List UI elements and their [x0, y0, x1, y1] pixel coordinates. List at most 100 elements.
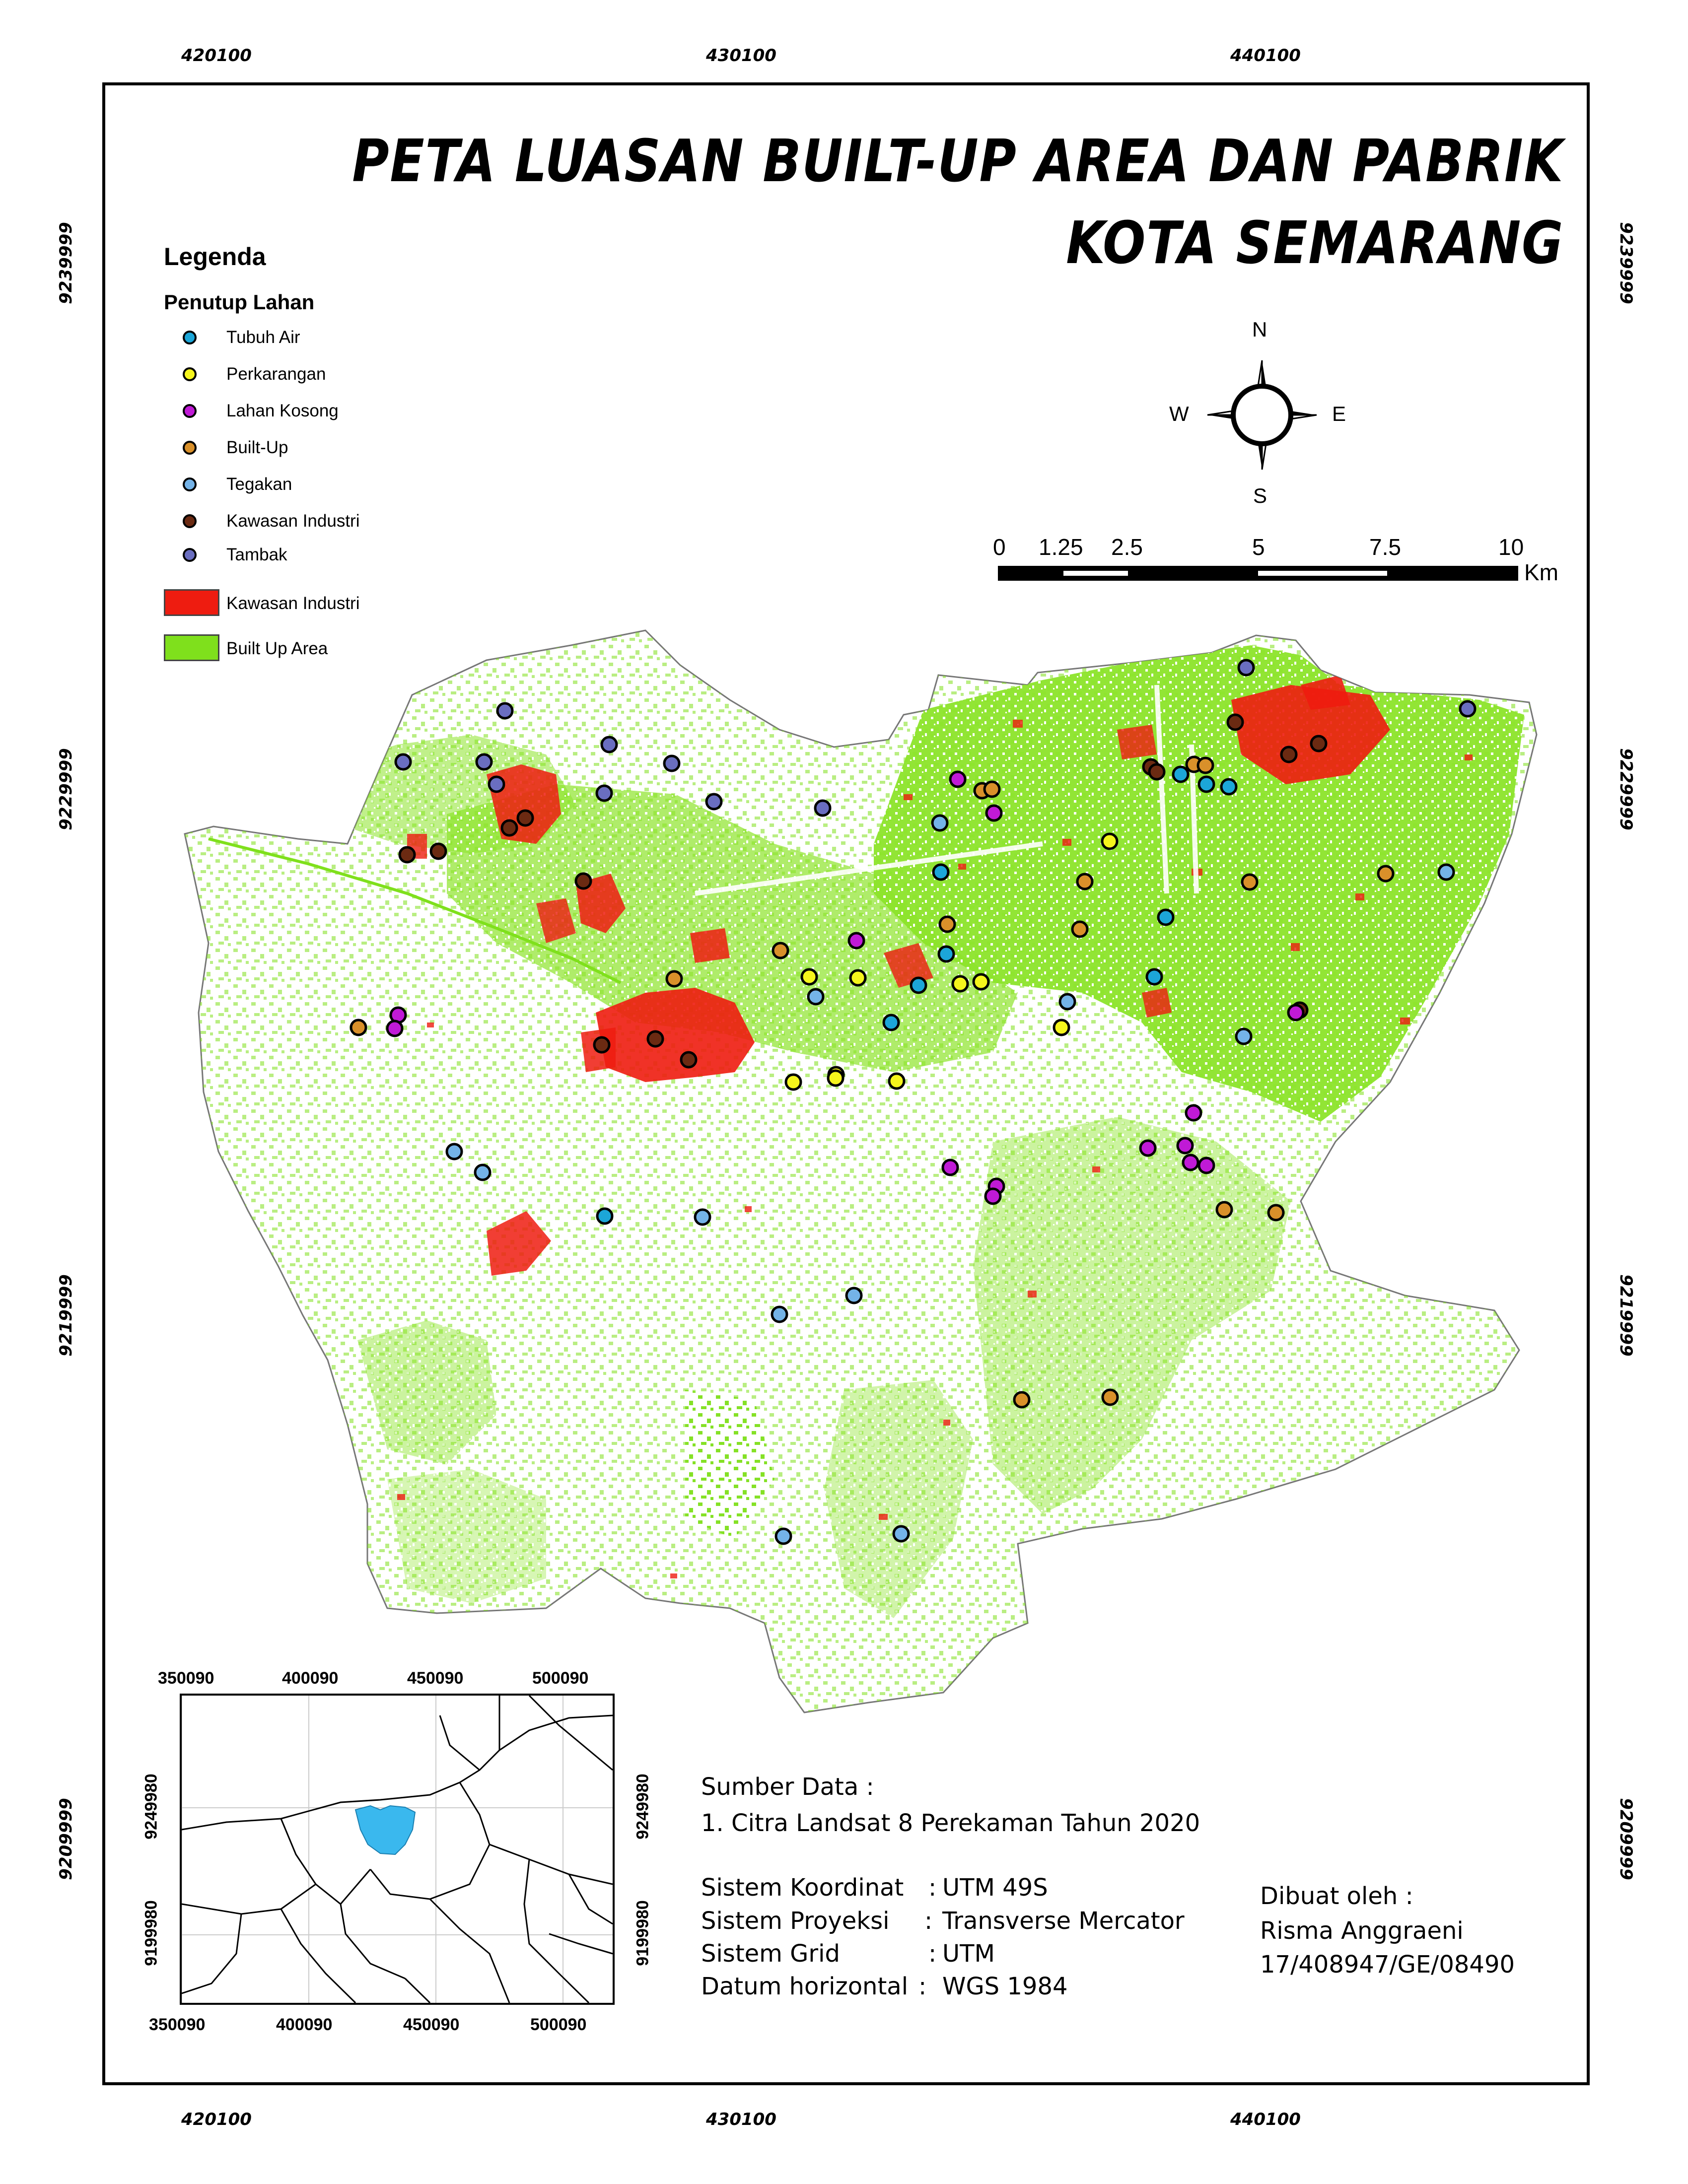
info-key-proyeksi: Sistem Proyeksi — [701, 1907, 890, 1935]
survey-point-marker — [516, 809, 534, 827]
survey-point-marker — [445, 1143, 463, 1160]
legend-marker-lahan-kosong — [183, 404, 197, 418]
legend-label: Tegakan — [226, 475, 292, 494]
survey-point-marker — [1185, 1104, 1202, 1122]
survey-point-marker — [1172, 765, 1190, 783]
author-name: Risma Anggraeni — [1260, 1917, 1464, 1945]
survey-point-marker — [800, 968, 818, 986]
survey-point-marker — [646, 1030, 664, 1048]
grid-label-top-3: 440100 — [1230, 46, 1301, 66]
info-sep: : — [928, 1940, 937, 1968]
legend-marker-perkarangan — [183, 367, 197, 381]
legend-marker-kawasan-industri — [183, 514, 197, 528]
survey-point-marker — [350, 1019, 367, 1036]
survey-point-marker — [847, 932, 865, 950]
info-sep: : — [924, 1907, 933, 1935]
info-key-grid: Sistem Grid — [701, 1940, 840, 1968]
legend-label: Lahan Kosong — [226, 401, 339, 420]
survey-point-marker — [1101, 832, 1119, 850]
survey-point-marker — [937, 945, 955, 963]
info-value-proyeksi: Transverse Mercator — [942, 1907, 1185, 1935]
survey-point-marker — [951, 975, 969, 993]
legend-item-built-up: Built-Up — [183, 433, 288, 463]
compass-south-label: S — [1253, 484, 1267, 507]
survey-point-marker — [807, 988, 825, 1006]
legend-heading: Legenda — [164, 243, 266, 271]
survey-point-marker — [1071, 920, 1089, 938]
legend-item-tubuh-air: Tubuh Air — [183, 323, 300, 352]
survey-point-marker — [694, 1208, 711, 1226]
survey-point-marker — [596, 1207, 614, 1225]
survey-point-marker — [949, 770, 967, 788]
legend-label: Built-Up — [226, 438, 288, 457]
survey-point-marker — [941, 1159, 959, 1176]
legend-item-perkarangan: Perkarangan — [183, 359, 326, 389]
map-title-line-1: PETA LUASAN BUILT-UP AREA DAN PABRIK — [352, 127, 1564, 195]
compass-west-label: W — [1169, 402, 1189, 425]
source-item-1: 1. Citra Landsat 8 Perekaman Tahun 2020 — [701, 1809, 1200, 1837]
legend-marker-tubuh-air — [183, 331, 197, 344]
survey-point-marker — [772, 942, 789, 959]
source-heading: Sumber Data : — [701, 1773, 874, 1801]
survey-point-marker — [1220, 778, 1238, 796]
legend-item-lahan-kosong: Lahan Kosong — [183, 396, 339, 426]
survey-point-marker — [496, 702, 514, 720]
survey-point-marker — [1241, 873, 1259, 891]
survey-point-marker — [1310, 735, 1328, 752]
legend-marker-tambak — [183, 548, 197, 562]
inset-y-left-1: 9249980 — [141, 1774, 161, 1840]
survey-point-marker — [1237, 659, 1255, 677]
survey-point-marker — [574, 872, 592, 890]
survey-point-marker — [892, 1525, 910, 1543]
info-value-datum: WGS 1984 — [942, 1973, 1068, 2000]
survey-point-marker — [394, 753, 412, 771]
legend-label: Kawasan Industri — [226, 511, 360, 531]
legend-area-label-built-up-area: Built Up Area — [226, 639, 328, 658]
legend-label: Tubuh Air — [226, 328, 300, 347]
survey-point-marker — [398, 846, 416, 864]
scale-tick-3: 5 — [1252, 534, 1265, 560]
survey-point-marker — [1013, 1391, 1031, 1409]
scale-tick-4: 7.5 — [1369, 534, 1401, 560]
grid-label-bottom-3: 440100 — [1230, 2110, 1301, 2129]
survey-point-marker — [475, 753, 493, 771]
survey-point-marker — [1235, 1027, 1253, 1045]
inset-x-bottom-3: 450090 — [403, 2015, 460, 2034]
map-frame — [102, 82, 1590, 2085]
grid-label-top-2: 430100 — [706, 46, 776, 66]
survey-point-marker — [1437, 863, 1455, 881]
legend-item-kawasan-industri: Kawasan Industri — [183, 506, 359, 536]
inset-y-right-1: 9249980 — [633, 1774, 652, 1840]
survey-point-marker — [985, 804, 1003, 822]
survey-point-marker — [888, 1072, 906, 1090]
info-sep: : — [928, 1874, 937, 1902]
survey-point-marker — [910, 976, 927, 994]
inset-y-right-2: 9199980 — [633, 1900, 652, 1966]
survey-point-marker — [1196, 756, 1214, 774]
author-id: 17/408947/GE/08490 — [1260, 1951, 1515, 1979]
survey-point-marker — [1076, 873, 1094, 890]
survey-point-marker — [1197, 1157, 1215, 1174]
scale-tick-5: 10 — [1498, 534, 1524, 560]
legend-marker-tegakan — [183, 478, 197, 491]
scale-tick-1: 1.25 — [1039, 534, 1083, 560]
inset-x-top-4: 500090 — [532, 1669, 589, 1688]
compass-north-label: N — [1252, 318, 1267, 341]
survey-point-marker — [1267, 1204, 1285, 1222]
survey-point-marker — [931, 814, 949, 832]
info-sep: : — [918, 1973, 927, 2000]
survey-point-marker — [474, 1163, 492, 1181]
legend-subheading: Penutup Lahan — [164, 290, 315, 314]
survey-point-marker — [938, 915, 956, 933]
info-key-koordinat: Sistem Koordinat — [701, 1874, 904, 1902]
survey-point-marker — [1058, 993, 1076, 1011]
survey-point-marker — [500, 819, 518, 837]
legend-item-tegakan: Tegakan — [183, 470, 292, 499]
legend-item-tambak: Tambak — [183, 540, 287, 570]
scale-bar — [998, 566, 1518, 581]
inset-locator-map — [180, 1694, 615, 2005]
survey-point-marker — [1459, 700, 1477, 718]
survey-point-marker — [932, 863, 950, 881]
survey-point-marker — [1145, 968, 1163, 986]
